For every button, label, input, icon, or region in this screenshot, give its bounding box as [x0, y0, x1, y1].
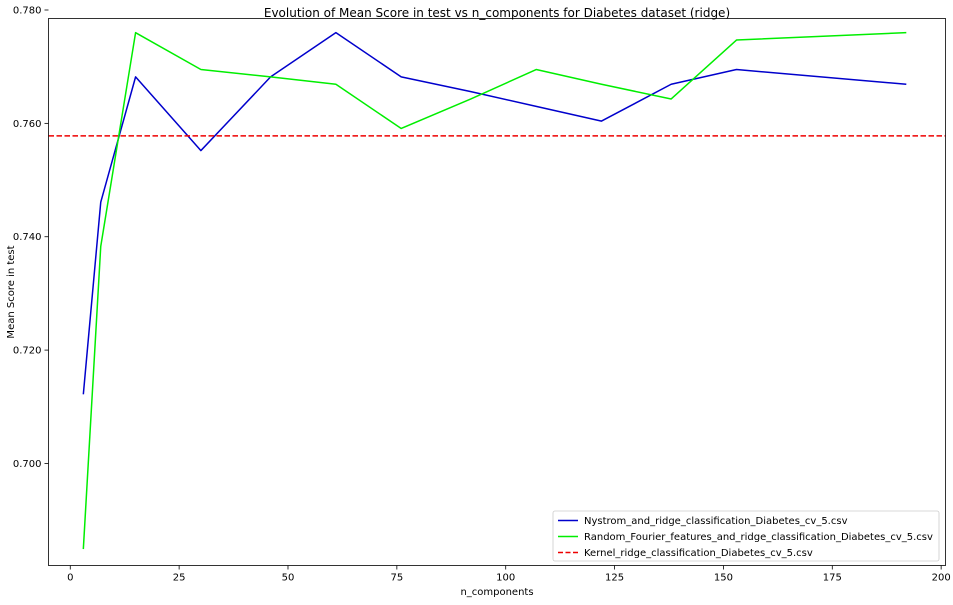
- x-tick-label: 175: [823, 573, 842, 584]
- series-line-random-fourier: [82, 31, 907, 550]
- y-tick-label: 0.760: [13, 119, 42, 130]
- legend-box: [552, 510, 940, 562]
- y-axis-label: Mean Score in test: [6, 245, 17, 338]
- x-tick-label: 125: [605, 573, 624, 584]
- x-tick-label: 0: [67, 573, 73, 584]
- plot-frame: [48, 18, 946, 566]
- x-tick-label: 75: [390, 573, 403, 584]
- y-tick-label: 0.720: [13, 346, 42, 357]
- legend-label-kernel-ridge: Kernel_ridge_classification_Diabetes_cv_…: [584, 548, 813, 559]
- legend-label-nystrom: Nystrom_and_ridge_classification_Diabete…: [584, 516, 848, 527]
- x-tick-label: 150: [714, 573, 733, 584]
- x-axis-label: n_components: [460, 587, 533, 598]
- x-tick-label: 200: [932, 573, 951, 584]
- y-tick-label: 0.700: [13, 459, 42, 470]
- y-tick-label: 0.780: [13, 5, 42, 16]
- x-tick-label: 100: [496, 573, 515, 584]
- y-tick-label: 0.740: [13, 232, 42, 243]
- legend: Nystrom_and_ridge_classification_Diabete…: [552, 510, 940, 562]
- x-tick-label: 50: [282, 573, 295, 584]
- x-tick-label: 25: [173, 573, 186, 584]
- chart-title: Evolution of Mean Score in test vs n_com…: [264, 6, 730, 20]
- series-line-nystrom: [82, 31, 907, 395]
- legend-label-random-fourier: Random_Fourier_features_and_ridge_classi…: [584, 532, 933, 543]
